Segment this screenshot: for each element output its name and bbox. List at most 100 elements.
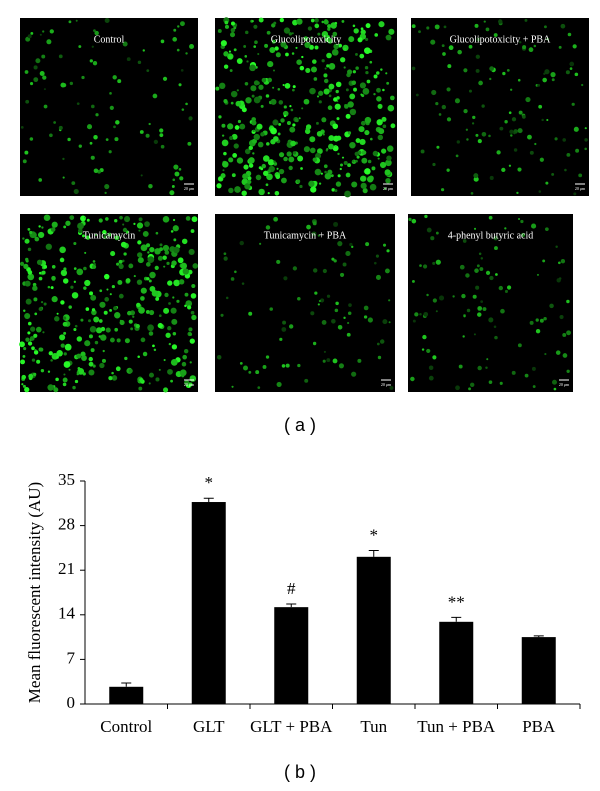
cell xyxy=(309,136,316,143)
cell xyxy=(109,105,114,110)
cell xyxy=(145,261,151,267)
cell xyxy=(544,352,547,356)
cell xyxy=(60,269,68,277)
cell xyxy=(144,221,150,227)
cell xyxy=(517,167,522,172)
cell xyxy=(387,104,395,112)
cell xyxy=(115,120,120,125)
cell xyxy=(119,215,123,220)
cell xyxy=(145,309,150,314)
cell xyxy=(337,241,343,247)
cell xyxy=(147,251,150,254)
cell xyxy=(362,88,370,95)
cell xyxy=(301,107,304,110)
micrograph xyxy=(215,17,397,198)
cell xyxy=(432,298,437,303)
cell xyxy=(529,150,534,155)
cell xyxy=(178,279,185,285)
cell xyxy=(463,108,468,114)
cell xyxy=(384,187,387,190)
cell xyxy=(566,369,570,373)
cell xyxy=(51,275,56,281)
cell xyxy=(266,30,271,35)
cell xyxy=(376,119,383,126)
cell xyxy=(386,155,392,161)
cell xyxy=(33,77,39,83)
cell xyxy=(170,230,174,233)
cell xyxy=(34,236,40,242)
cell xyxy=(475,285,480,290)
cell xyxy=(265,225,271,230)
cell xyxy=(365,242,370,247)
cell xyxy=(82,234,85,238)
cell xyxy=(447,64,452,69)
cell xyxy=(348,303,352,307)
cell xyxy=(22,384,26,388)
cell xyxy=(386,81,390,85)
cell xyxy=(468,89,472,93)
cell xyxy=(358,126,365,133)
cell xyxy=(239,123,246,130)
cell xyxy=(164,250,170,255)
cell xyxy=(255,174,262,181)
cell xyxy=(323,164,328,169)
cell xyxy=(544,69,550,75)
cell xyxy=(324,170,327,174)
cell xyxy=(504,120,508,124)
cell xyxy=(539,318,544,323)
cell xyxy=(248,157,255,164)
cell xyxy=(100,334,107,341)
cell xyxy=(232,153,238,158)
cell xyxy=(177,25,180,28)
cell xyxy=(89,141,93,145)
cell xyxy=(189,375,197,382)
cell xyxy=(41,270,46,275)
cell xyxy=(251,94,255,98)
scale-label: 20 μm xyxy=(381,382,392,387)
cell xyxy=(535,318,539,322)
cell xyxy=(330,174,334,178)
cell xyxy=(125,278,131,284)
cell xyxy=(542,259,546,263)
cell xyxy=(509,129,514,134)
cell xyxy=(517,78,521,82)
cell xyxy=(360,175,367,182)
cell xyxy=(477,365,482,371)
cell xyxy=(326,64,330,68)
cell xyxy=(377,134,384,141)
cell xyxy=(465,128,468,131)
cell xyxy=(551,172,555,176)
cell xyxy=(292,151,297,155)
cell xyxy=(114,235,120,241)
cell xyxy=(78,144,82,148)
cell xyxy=(309,147,316,154)
cell xyxy=(242,173,249,180)
cell xyxy=(256,81,260,85)
cell xyxy=(283,276,288,281)
cell xyxy=(216,183,222,189)
cell xyxy=(251,19,254,23)
x-tick-label: Tun + PBA xyxy=(417,717,496,736)
cell xyxy=(25,257,29,262)
panel-b-label: ( b ) xyxy=(284,762,316,782)
cell xyxy=(84,279,91,287)
cell xyxy=(448,45,454,51)
cell xyxy=(299,184,303,189)
cell xyxy=(301,55,304,59)
cell xyxy=(554,137,558,141)
cell xyxy=(69,81,74,86)
cell xyxy=(435,231,439,235)
cell xyxy=(566,330,571,336)
cell xyxy=(24,238,30,244)
cell xyxy=(428,365,434,371)
cell xyxy=(440,188,445,192)
cell xyxy=(158,368,161,371)
cell xyxy=(338,43,342,48)
micrograph-bg xyxy=(408,214,573,392)
cell xyxy=(32,285,38,291)
cell xyxy=(248,311,253,316)
cell xyxy=(522,115,526,119)
cell xyxy=(93,168,99,173)
cell xyxy=(180,262,188,270)
cell xyxy=(137,60,142,65)
